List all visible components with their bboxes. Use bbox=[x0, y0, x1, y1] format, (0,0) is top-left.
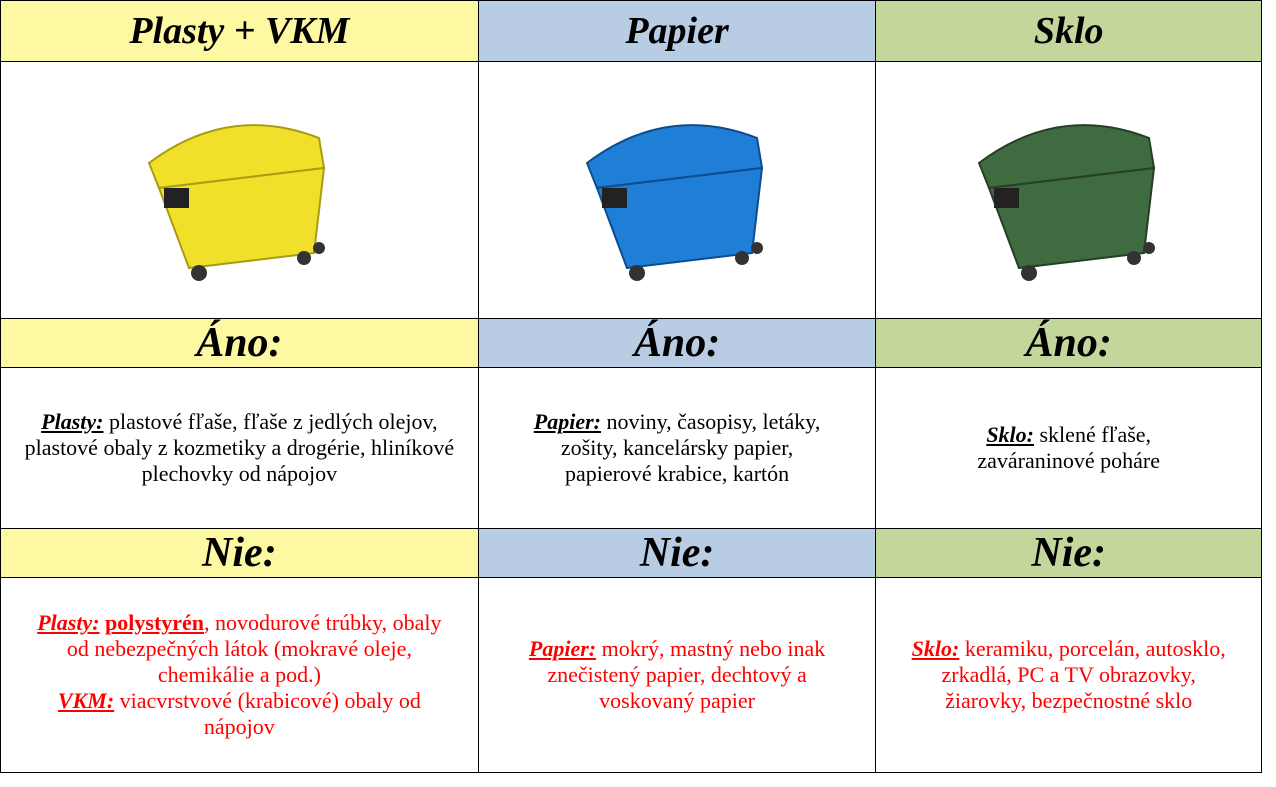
yes-text: plastové fľaše, fľaše z jedlých olejov, … bbox=[24, 409, 455, 486]
no-cell: Sklo: keramiku, porcelán, autosklo, zrka… bbox=[875, 577, 1262, 773]
no-label: Sklo: bbox=[911, 636, 960, 661]
yes-cell: Papier: noviny, časopisy, letáky, zošity… bbox=[477, 367, 877, 529]
yes-cell: Sklo: sklené fľaše, zaváraninové poháre bbox=[875, 367, 1262, 529]
no-label: VKM: bbox=[57, 688, 115, 713]
column-title: Papier bbox=[477, 0, 877, 62]
yes-label: Papier: bbox=[533, 409, 601, 434]
no-text: mokrý, mastný nebo inak znečistený papie… bbox=[547, 636, 826, 713]
no-heading: Nie: bbox=[875, 528, 1262, 578]
no-heading: Nie: bbox=[0, 528, 479, 578]
yes-label: Sklo: bbox=[986, 422, 1034, 447]
no-label: Papier: bbox=[528, 636, 597, 661]
no-heading: Nie: bbox=[477, 528, 877, 578]
yes-text: noviny, časopisy, letáky, zošity, kancel… bbox=[560, 409, 821, 486]
yes-heading: Áno: bbox=[0, 318, 479, 368]
bin-cell bbox=[477, 61, 877, 319]
yes-cell: Plasty: plastové fľaše, fľaše z jedlých … bbox=[0, 367, 479, 529]
yes-heading: Áno: bbox=[875, 318, 1262, 368]
yes-heading: Áno: bbox=[477, 318, 877, 368]
no-cell: Papier: mokrý, mastný nebo inak znečiste… bbox=[477, 577, 877, 773]
bin-cell bbox=[875, 61, 1262, 319]
column-title: Sklo bbox=[875, 0, 1262, 62]
no-text: keramiku, porcelán, autosklo, zrkadlá, P… bbox=[941, 636, 1226, 713]
column-title: Plasty + VKM bbox=[0, 0, 479, 62]
no-text: viacvrstvové (krabicové) obaly od nápojo… bbox=[119, 688, 421, 739]
bin-icon bbox=[977, 123, 1155, 281]
bin-icon bbox=[148, 123, 326, 281]
no-cell: Plasty: polystyrén, novodurové trúbky, o… bbox=[0, 577, 479, 773]
yes-text: sklené fľaše, zaváraninové poháre bbox=[977, 422, 1160, 473]
no-label: Plasty: bbox=[37, 610, 100, 635]
yes-label: Plasty: bbox=[41, 409, 104, 434]
bin-icon bbox=[585, 123, 764, 281]
no-emphasis: polystyrén bbox=[105, 610, 205, 635]
bin-cell bbox=[0, 61, 479, 319]
waste-table: Plasty + VKM Papier Sklo Áno: Áno: Áno: … bbox=[0, 0, 1262, 773]
no-text: , novodurové trúbky, obaly od nebezpečný… bbox=[66, 610, 442, 687]
